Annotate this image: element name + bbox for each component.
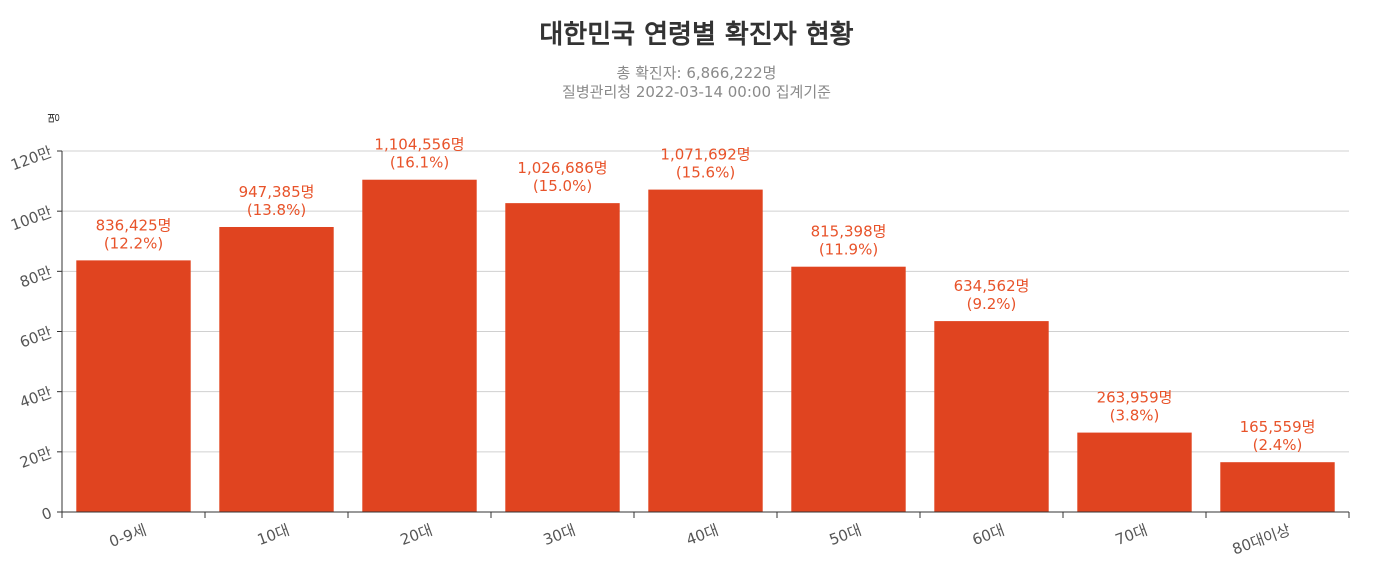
bar — [219, 226, 334, 513]
y-axis-ticks: 0 20만 40만 60만 80만 100만 120만 — [8, 143, 62, 524]
y-tick-label: 80만 — [17, 263, 54, 291]
data-label-percent: (15.0%) — [533, 177, 592, 195]
x-tick-label: 10대 — [255, 521, 292, 549]
bar — [648, 189, 763, 513]
x-tick-label: 40대 — [684, 521, 721, 549]
x-tick-label: 50대 — [827, 521, 864, 549]
bar — [505, 203, 620, 513]
y-axis-unit-label: 명 — [47, 112, 61, 123]
x-tick-label: 70대 — [1113, 521, 1150, 549]
y-tick-label: 120만 — [8, 143, 54, 174]
bar — [76, 260, 191, 512]
x-tick-label: 80대이상 — [1230, 521, 1293, 559]
data-label-count: 947,385명 — [239, 183, 315, 201]
chart-title: 대한민국 연령별 확진자 현황 — [539, 20, 854, 50]
data-label-count: 836,425명 — [96, 216, 172, 234]
bar — [1220, 462, 1335, 512]
data-label-count: 1,104,556명 — [374, 136, 464, 154]
bar — [1077, 432, 1192, 512]
chart-subtitle: 총 확진자: 6,866,222명 — [616, 64, 777, 82]
y-tick-label: 40만 — [17, 383, 54, 411]
data-label-percent: (3.8%) — [1110, 407, 1160, 425]
data-label-count: 263,959명 — [1097, 389, 1173, 407]
bar — [362, 179, 477, 512]
axes — [61, 151, 1350, 518]
data-label-percent: (16.1%) — [390, 154, 449, 172]
bars — [76, 179, 1335, 513]
data-label-percent: (15.6%) — [676, 164, 735, 182]
data-label-count: 634,562명 — [954, 277, 1030, 295]
y-tick-label: 100만 — [8, 203, 54, 234]
data-label-percent: (2.4%) — [1253, 436, 1303, 454]
bar — [791, 266, 906, 512]
bar — [934, 321, 1049, 512]
data-labels: 836,425명(12.2%) 947,385명(13.8%) 1,104,556명… — [96, 136, 1316, 454]
x-tick-label: 20대 — [398, 521, 435, 549]
data-label-percent: (12.2%) — [104, 234, 163, 252]
data-label-percent: (9.2%) — [967, 295, 1017, 313]
data-label-count: 815,398명 — [811, 223, 887, 241]
data-label-percent: (13.8%) — [247, 201, 306, 219]
chart-source-note: 질병관리청 2022-03-14 00:00 집계기준 — [562, 83, 831, 101]
y-tick-label: 20만 — [17, 444, 54, 472]
data-label-count: 1,026,686명 — [517, 159, 607, 177]
x-tick-label: 60대 — [970, 521, 1007, 549]
y-tick-label: 60만 — [17, 323, 54, 351]
x-axis-ticks: 0-9세 10대 20대 30대 40대 50대 60대 70대 80대이상 — [107, 521, 1293, 559]
data-label-count: 165,559명 — [1240, 418, 1316, 436]
x-tick-label: 30대 — [541, 521, 578, 549]
y-tick-label: 0 — [39, 504, 54, 524]
data-label-percent: (11.9%) — [819, 241, 878, 259]
x-tick-label: 0-9세 — [107, 521, 149, 551]
data-label-count: 1,071,692명 — [660, 146, 750, 164]
